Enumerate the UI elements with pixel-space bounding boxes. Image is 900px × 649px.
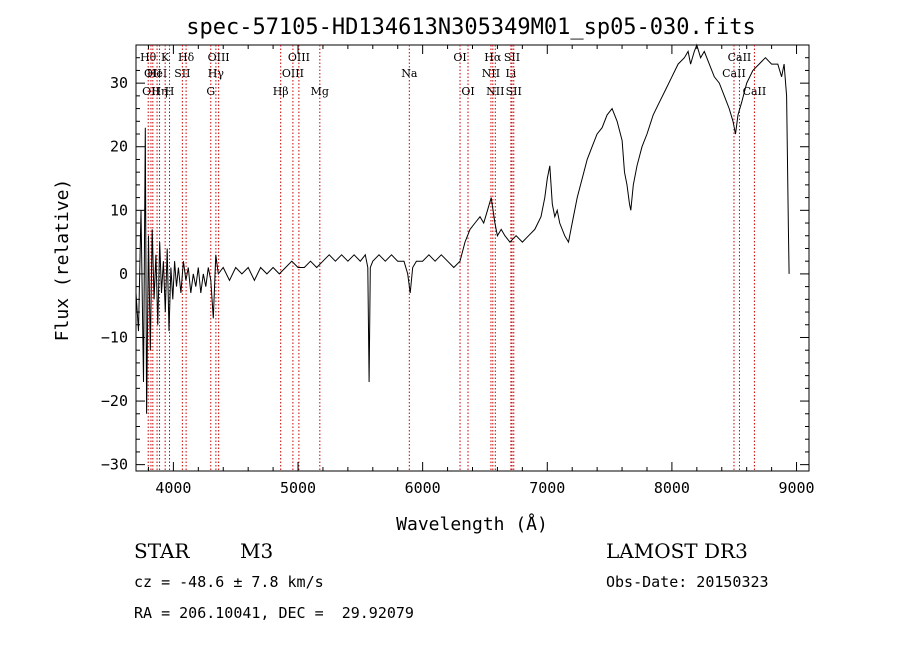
spectrum-line [135, 43, 790, 414]
spectral-line-label: SII [506, 85, 522, 98]
spectral-line-label: G [206, 85, 215, 98]
spectral-line-label: OIII [288, 51, 310, 64]
x-tick-label: 7000 [529, 479, 565, 497]
x-tick-label: 6000 [405, 479, 441, 497]
axis-ticks: 4000 5000 6000 7000 8000 9000 −30 −20 −10 0 10 20 30 [101, 45, 815, 497]
spectral-line-label: OIII [282, 67, 304, 80]
survey-name: LAMOST DR3 [606, 539, 748, 563]
spectral-line-label: K [161, 51, 170, 64]
coordinates: RA = 206.10041, DEC = 29.92079 [134, 604, 414, 622]
spectral-line-label: Hδ [178, 51, 195, 64]
spectral-line-label: Mg [311, 85, 329, 98]
redshift-velocity: cz = -48.6 ± 7.8 km/s [134, 573, 324, 591]
spectral-line-label: CaII [743, 85, 767, 98]
spectral-line-label: Hβ [273, 85, 289, 98]
spectral-line-label: OI [461, 85, 474, 98]
x-axis-label: Wavelength (Å) [396, 513, 548, 535]
x-tick-label: 9000 [778, 479, 814, 497]
spectral-line-label: Hγ [208, 67, 225, 80]
spectral-line-label: HeI [147, 67, 167, 80]
y-tick-label: −30 [101, 456, 128, 474]
spectral-line-label: CaII [722, 67, 746, 80]
spectral-line-label: OI [453, 51, 466, 64]
spectral-line-markers: HθOIIOIIHeIHηKHSIIHδGHγOIIIHβOIIIOIIIMgN… [140, 45, 766, 471]
chart-title: spec-57105-HD134613N305349M01_sp05-030.f… [186, 15, 756, 40]
spectral-line-label: OII [142, 85, 160, 98]
y-tick-label: 10 [110, 201, 128, 219]
spectral-line-label: NII [486, 85, 504, 98]
spectral-line-label: CaII [728, 51, 752, 64]
spectral-line-label: H [165, 85, 175, 98]
y-tick-label: −20 [101, 392, 128, 410]
x-tick-label: 5000 [280, 479, 316, 497]
spectral-line-label: Li [505, 67, 516, 80]
spectral-line-label: NII [482, 67, 500, 80]
y-tick-label: −10 [101, 328, 128, 346]
object-subclass: M3 [240, 539, 274, 563]
plot-frame [135, 44, 810, 472]
y-axis-label: Flux (relative) [52, 179, 73, 342]
spectral-line-label: OIII [208, 51, 230, 64]
y-tick-label: 0 [119, 265, 128, 283]
spectral-line-label: Hθ [140, 51, 157, 64]
spectral-line-label: SII [504, 51, 520, 64]
spectral-line-label: Hα [484, 51, 502, 64]
observation-date: Obs-Date: 20150323 [606, 573, 769, 591]
x-tick-label: 4000 [155, 479, 191, 497]
spectral-line-label: Na [401, 67, 418, 80]
spectral-line-label: Hη [151, 85, 167, 98]
x-tick-label: 8000 [654, 479, 690, 497]
object-class: STAR [134, 539, 190, 563]
spectral-line-label: SII [174, 67, 190, 80]
y-tick-label: 30 [110, 74, 128, 92]
y-tick-label: 20 [110, 138, 128, 156]
